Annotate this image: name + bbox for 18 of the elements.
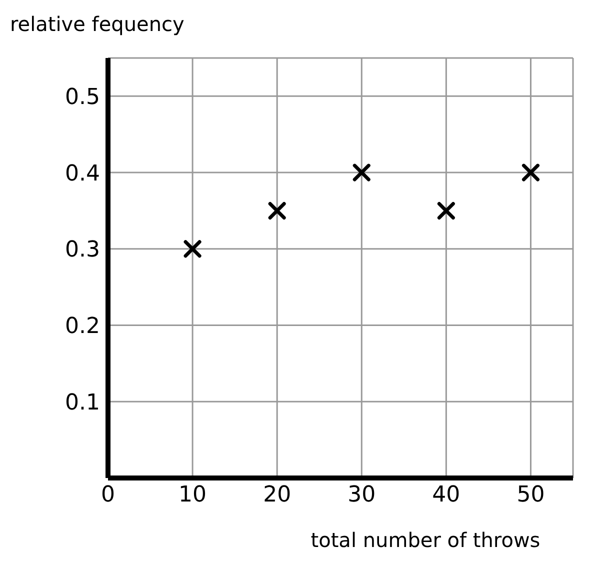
point — [268, 202, 286, 220]
point — [522, 164, 540, 182]
y-tick-label: 0.3 — [65, 238, 100, 263]
y-tick-label: 0.2 — [65, 314, 100, 340]
point — [437, 202, 455, 220]
x-tick-label: 10 — [178, 482, 207, 508]
y-axis-title: relative fequency — [10, 12, 184, 36]
x-tick-label: 0 — [101, 482, 115, 508]
x-tick-label: 30 — [348, 482, 376, 508]
y-tick-label: 0.5 — [65, 84, 100, 110]
y-tick-label: 0.4 — [65, 161, 100, 186]
y-tick-label: 0.1 — [65, 390, 100, 416]
point — [352, 164, 370, 182]
x-tick-label: 20 — [263, 482, 292, 508]
x-axis-title: total number of throws — [310, 528, 542, 552]
x-tick-label: 50 — [516, 482, 545, 508]
point — [184, 240, 202, 258]
x-tick-label: 40 — [432, 482, 460, 508]
